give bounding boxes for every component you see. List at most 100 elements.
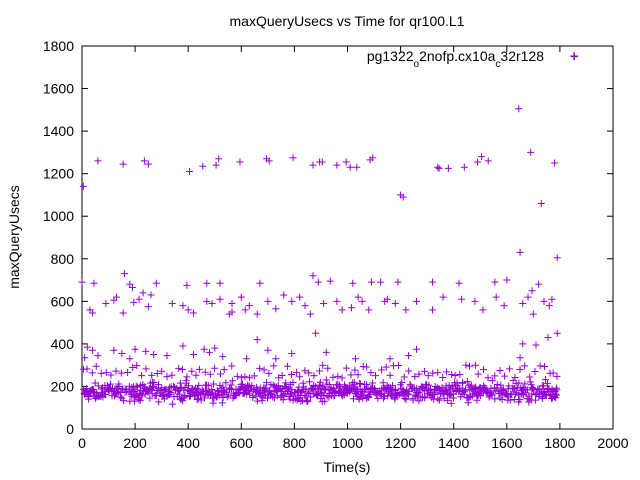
x-tick-label: 1000 (332, 435, 363, 451)
data-point (138, 372, 146, 380)
data-point (322, 348, 330, 356)
data-point (81, 354, 89, 362)
data-point (467, 381, 475, 389)
data-point (202, 381, 210, 389)
data-point (288, 297, 296, 305)
data-point (243, 381, 251, 389)
data-point (94, 352, 102, 360)
data-point (501, 372, 509, 380)
data-point (475, 391, 483, 399)
data-point (351, 366, 359, 374)
data-point (511, 373, 519, 381)
data-point (119, 160, 127, 168)
data-point (241, 306, 249, 314)
data-point (466, 362, 474, 370)
data-point (434, 395, 442, 403)
data-point (163, 373, 171, 381)
data-point (204, 382, 212, 390)
data-point (493, 384, 501, 392)
data-point (113, 293, 121, 301)
data-point (155, 398, 163, 406)
data-point (346, 163, 354, 171)
data-point (269, 393, 277, 401)
data-point (553, 329, 561, 337)
data-point (289, 379, 297, 387)
data-point (228, 308, 236, 316)
data-point (525, 395, 533, 403)
data-point (460, 163, 468, 171)
data-point (536, 362, 544, 370)
data-point (272, 305, 280, 313)
data-point (264, 297, 272, 305)
data-point (314, 278, 322, 286)
data-point (304, 397, 312, 405)
data-point (539, 382, 547, 390)
data-point (428, 278, 436, 286)
data-point (329, 373, 337, 381)
data-point (421, 367, 429, 375)
data-point (146, 394, 154, 402)
data-point (192, 371, 200, 379)
data-point (147, 291, 155, 299)
data-point (471, 297, 479, 305)
data-point (349, 279, 357, 287)
data-point (516, 365, 524, 373)
data-point (459, 378, 467, 386)
data-point (201, 368, 209, 376)
data-point (413, 297, 421, 305)
data-point (253, 310, 261, 318)
data-point (211, 364, 219, 372)
data-point (119, 309, 127, 317)
data-point (401, 394, 409, 402)
data-point (491, 395, 499, 403)
data-point (415, 370, 423, 378)
data-point (152, 391, 160, 399)
data-point (324, 364, 332, 372)
data-point (167, 388, 175, 396)
data-point (210, 380, 218, 388)
data-point (245, 302, 253, 310)
data-point (492, 293, 500, 301)
data-point (217, 370, 225, 378)
data-point (519, 340, 527, 348)
data-point (325, 381, 333, 389)
data-point (153, 370, 161, 378)
data-point (524, 293, 532, 301)
data-point (246, 374, 254, 382)
data-point (175, 364, 183, 372)
data-point (120, 270, 128, 278)
data-point (195, 365, 203, 373)
data-point (253, 336, 261, 344)
data-point (265, 369, 273, 377)
data-point (320, 299, 328, 307)
data-point (262, 385, 270, 393)
data-point (553, 386, 561, 394)
data-point (309, 161, 317, 169)
data-point (444, 164, 452, 172)
data-point (544, 334, 552, 342)
y-tick-label: 200 (51, 378, 75, 394)
data-point (527, 381, 535, 389)
data-point (285, 384, 293, 392)
data-point (319, 361, 327, 369)
data-point (301, 367, 309, 375)
data-point (283, 362, 291, 370)
data-point (471, 361, 479, 369)
data-point (444, 396, 452, 404)
data-point (506, 365, 514, 373)
data-point (484, 374, 492, 382)
data-point (484, 157, 492, 165)
data-point (306, 310, 314, 318)
data-point (228, 299, 236, 307)
data-point (195, 381, 203, 389)
y-axis-label: maxQueryUsecs (6, 185, 22, 288)
x-tick-label: 200 (123, 435, 147, 451)
data-point (293, 368, 301, 376)
data-point (215, 155, 223, 163)
data-point (150, 351, 158, 359)
data-point (447, 399, 455, 407)
data-point (387, 385, 395, 393)
data-point (205, 348, 213, 356)
x-tick-label: 400 (177, 435, 201, 451)
data-point (382, 363, 390, 371)
